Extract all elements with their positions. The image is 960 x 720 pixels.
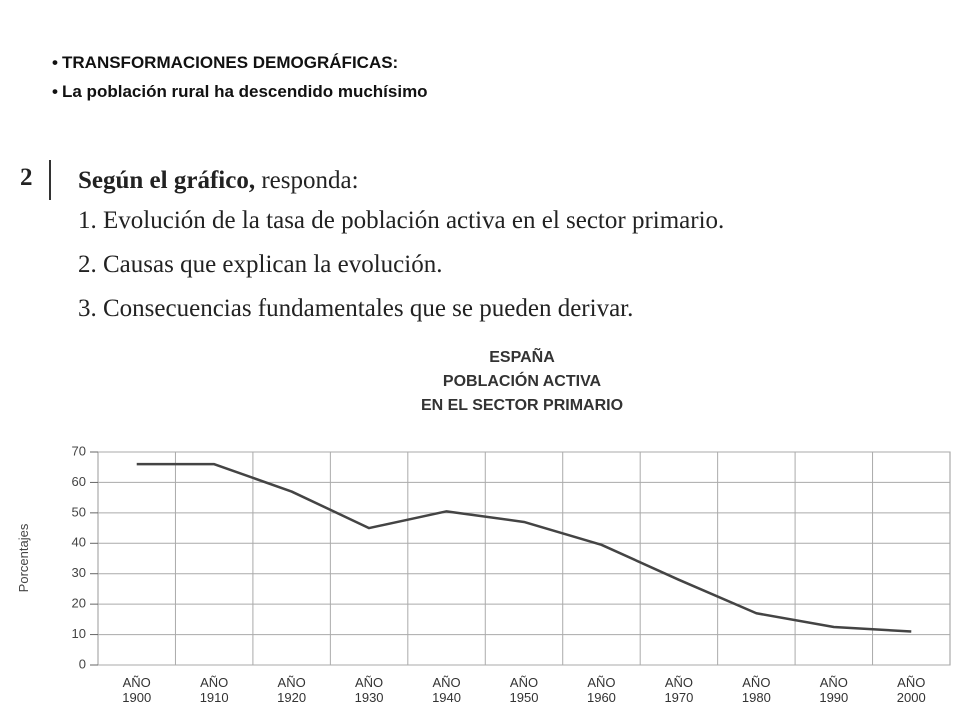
bullet-dot: •	[52, 53, 58, 72]
line	[136, 462, 912, 633]
chart-title: POBLACIÓN ACTIVA	[443, 371, 602, 390]
question-item: 2. Causas que explican la evolución.	[78, 251, 442, 278]
y-tick-label: 40	[72, 535, 86, 550]
x-tick-label: AÑO 1920	[277, 675, 307, 705]
x-tick-label: AÑO 1960	[586, 675, 616, 705]
chart-title: EN EL SECTOR PRIMARIO	[421, 397, 623, 414]
y-tick-label: 20	[72, 596, 86, 611]
x-tick-label: AÑO 2000	[896, 675, 926, 705]
y-axis-label: Porcentajes	[16, 523, 31, 592]
y-tick-label: 10	[72, 626, 86, 641]
rest: responda:	[261, 167, 358, 194]
question-number: 2	[20, 164, 33, 191]
x-tick-label: AÑO 1910	[199, 675, 229, 705]
y-tick-label: 70	[72, 443, 86, 458]
lead: Según el gráfico,	[78, 167, 255, 194]
bullet-dot: •	[52, 82, 58, 101]
y-tick-label: 0	[79, 656, 86, 671]
bullet: La población rural ha descendido muchísi…	[62, 82, 428, 101]
x-tick-label: AÑO 1930	[354, 675, 384, 705]
x-tick-label: AÑO 1980	[741, 675, 771, 705]
x-tick-label: AÑO 1940	[432, 675, 461, 705]
question-heading: Según el gráfico, responda:	[78, 167, 359, 194]
y-tick-label: 30	[72, 565, 86, 580]
x-tick-label: AÑO 1970	[664, 675, 694, 705]
x-tick-label: AÑO 1950	[509, 675, 539, 705]
x-tick-label: AÑO 1900	[122, 675, 152, 705]
question-item: 1. Evolución de la tasa de población act…	[78, 207, 724, 234]
chart-title: ESPAÑA	[489, 346, 555, 366]
bullet: TRANSFORMACIONES DEMOGRÁFICAS:	[62, 53, 398, 72]
y-tick-label: 50	[72, 504, 86, 519]
question-item: 3. Consecuencias fundamentales que se pu…	[78, 295, 633, 322]
x-tick-label: AÑO 1990	[819, 675, 849, 705]
plot-area	[97, 451, 951, 666]
y-tick-label: 60	[72, 474, 86, 489]
